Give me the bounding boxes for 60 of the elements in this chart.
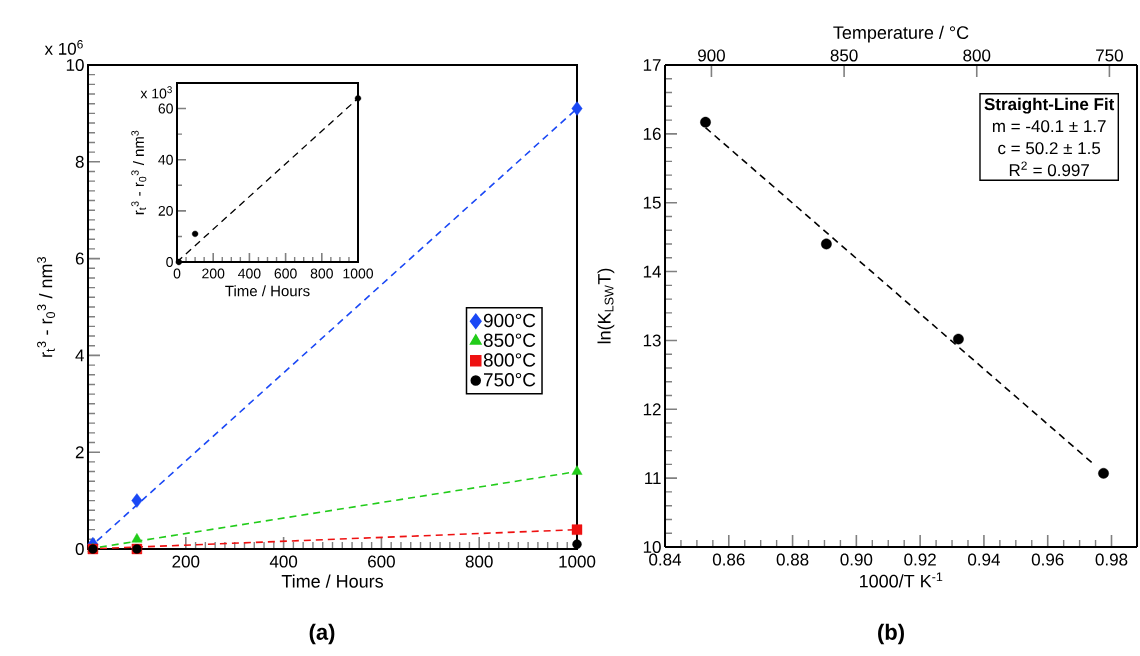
x2-tick-label: 900 [698,49,725,62]
annotation: R$^{2}$ = 0.997 [1009,161,1089,177]
x-tick-label: 0.88 [776,553,809,566]
x-tick-label: 800 [310,268,333,279]
y-tick-label: 12 [643,403,661,416]
y-axis-title: r$_{t}$$^{3}$ - r$_{0}$$^{3}$ / nm$^{3}$ [37,257,56,357]
y-tick-label: 14 [643,265,661,278]
y-tick-label: 0 [166,257,173,267]
y-tick-label: 2 [75,446,84,459]
x-tick-label: 0.84 [649,553,682,566]
x-tick-label: 0.86 [712,553,745,566]
x-tick-label: 0.90 [840,553,873,566]
legend-label: 900°C [483,313,536,328]
y-tick-label: 4 [75,349,84,362]
x2-tick-label: 850 [830,49,858,62]
x2-tick-label: 750 [1096,49,1123,62]
x-axis-title: Time / Hours [281,574,384,588]
y-tick-label: 60 [158,103,173,114]
y-tick-label: 40 [158,154,173,165]
x-tick-label: 600 [274,268,297,279]
annotation: Straight-Line Fit [984,97,1115,114]
y-axis-title: ln(K$_{LSW}$T) [597,268,615,344]
x-axis-title: 1000/T K$^{-1}$ [860,572,943,588]
x-tick-label: 200 [202,268,225,279]
x2-axis-title: Temperature / °C [833,25,969,43]
y-tick-label: 10 [643,540,661,554]
x-tick-label: 800 [465,555,493,568]
x-tick-label: 600 [368,555,395,568]
text: x 10$^{6}$ [44,40,83,55]
legend-label: 800°C [483,353,536,367]
text: (a) [309,623,335,645]
legend-label: 850°C [483,333,536,347]
annotation: m = -40.1 ± 1.7 [992,120,1106,133]
x-tick-label: 1000 [343,268,374,279]
y-tick-label: 17 [643,59,661,71]
x-tick-label: 0.94 [968,553,1000,566]
x-tick-label: 0.96 [1031,553,1064,566]
y-tick-label: 13 [643,334,661,347]
y-tick-label: 6 [75,252,84,265]
x-tick-label: 400 [269,555,298,568]
y-tick-label: 20 [158,205,173,216]
y-tick-label: 8 [75,155,84,168]
x-tick-label: 200 [172,555,200,568]
legend-label: 750°C [483,373,536,387]
x-tick-label: 0 [173,268,181,279]
x2-tick-label: 800 [963,49,991,62]
text: (b) [878,623,904,645]
annotation: x 10$^{3}$ [140,86,172,99]
y-axis-title: r$_{t}$$^{3}$ - r$_{0}$$^{3}$ / nm$^{3}$ [131,130,147,215]
x-tick-label: 1000 [559,555,596,568]
y-tick-label: 10 [66,58,84,72]
y-tick-label: 16 [643,127,661,140]
x-tick-label: 400 [238,268,261,279]
y-tick-label: 15 [643,196,661,209]
y-tick-label: 0 [75,542,84,556]
x-tick-label: 0.92 [904,553,936,566]
x-axis-title: Time / Hours [225,285,310,297]
y-tick-label: 11 [645,472,661,484]
annotation: c = 50.2 ± 1.5 [998,142,1101,155]
x-tick-label: 0.98 [1095,553,1128,566]
